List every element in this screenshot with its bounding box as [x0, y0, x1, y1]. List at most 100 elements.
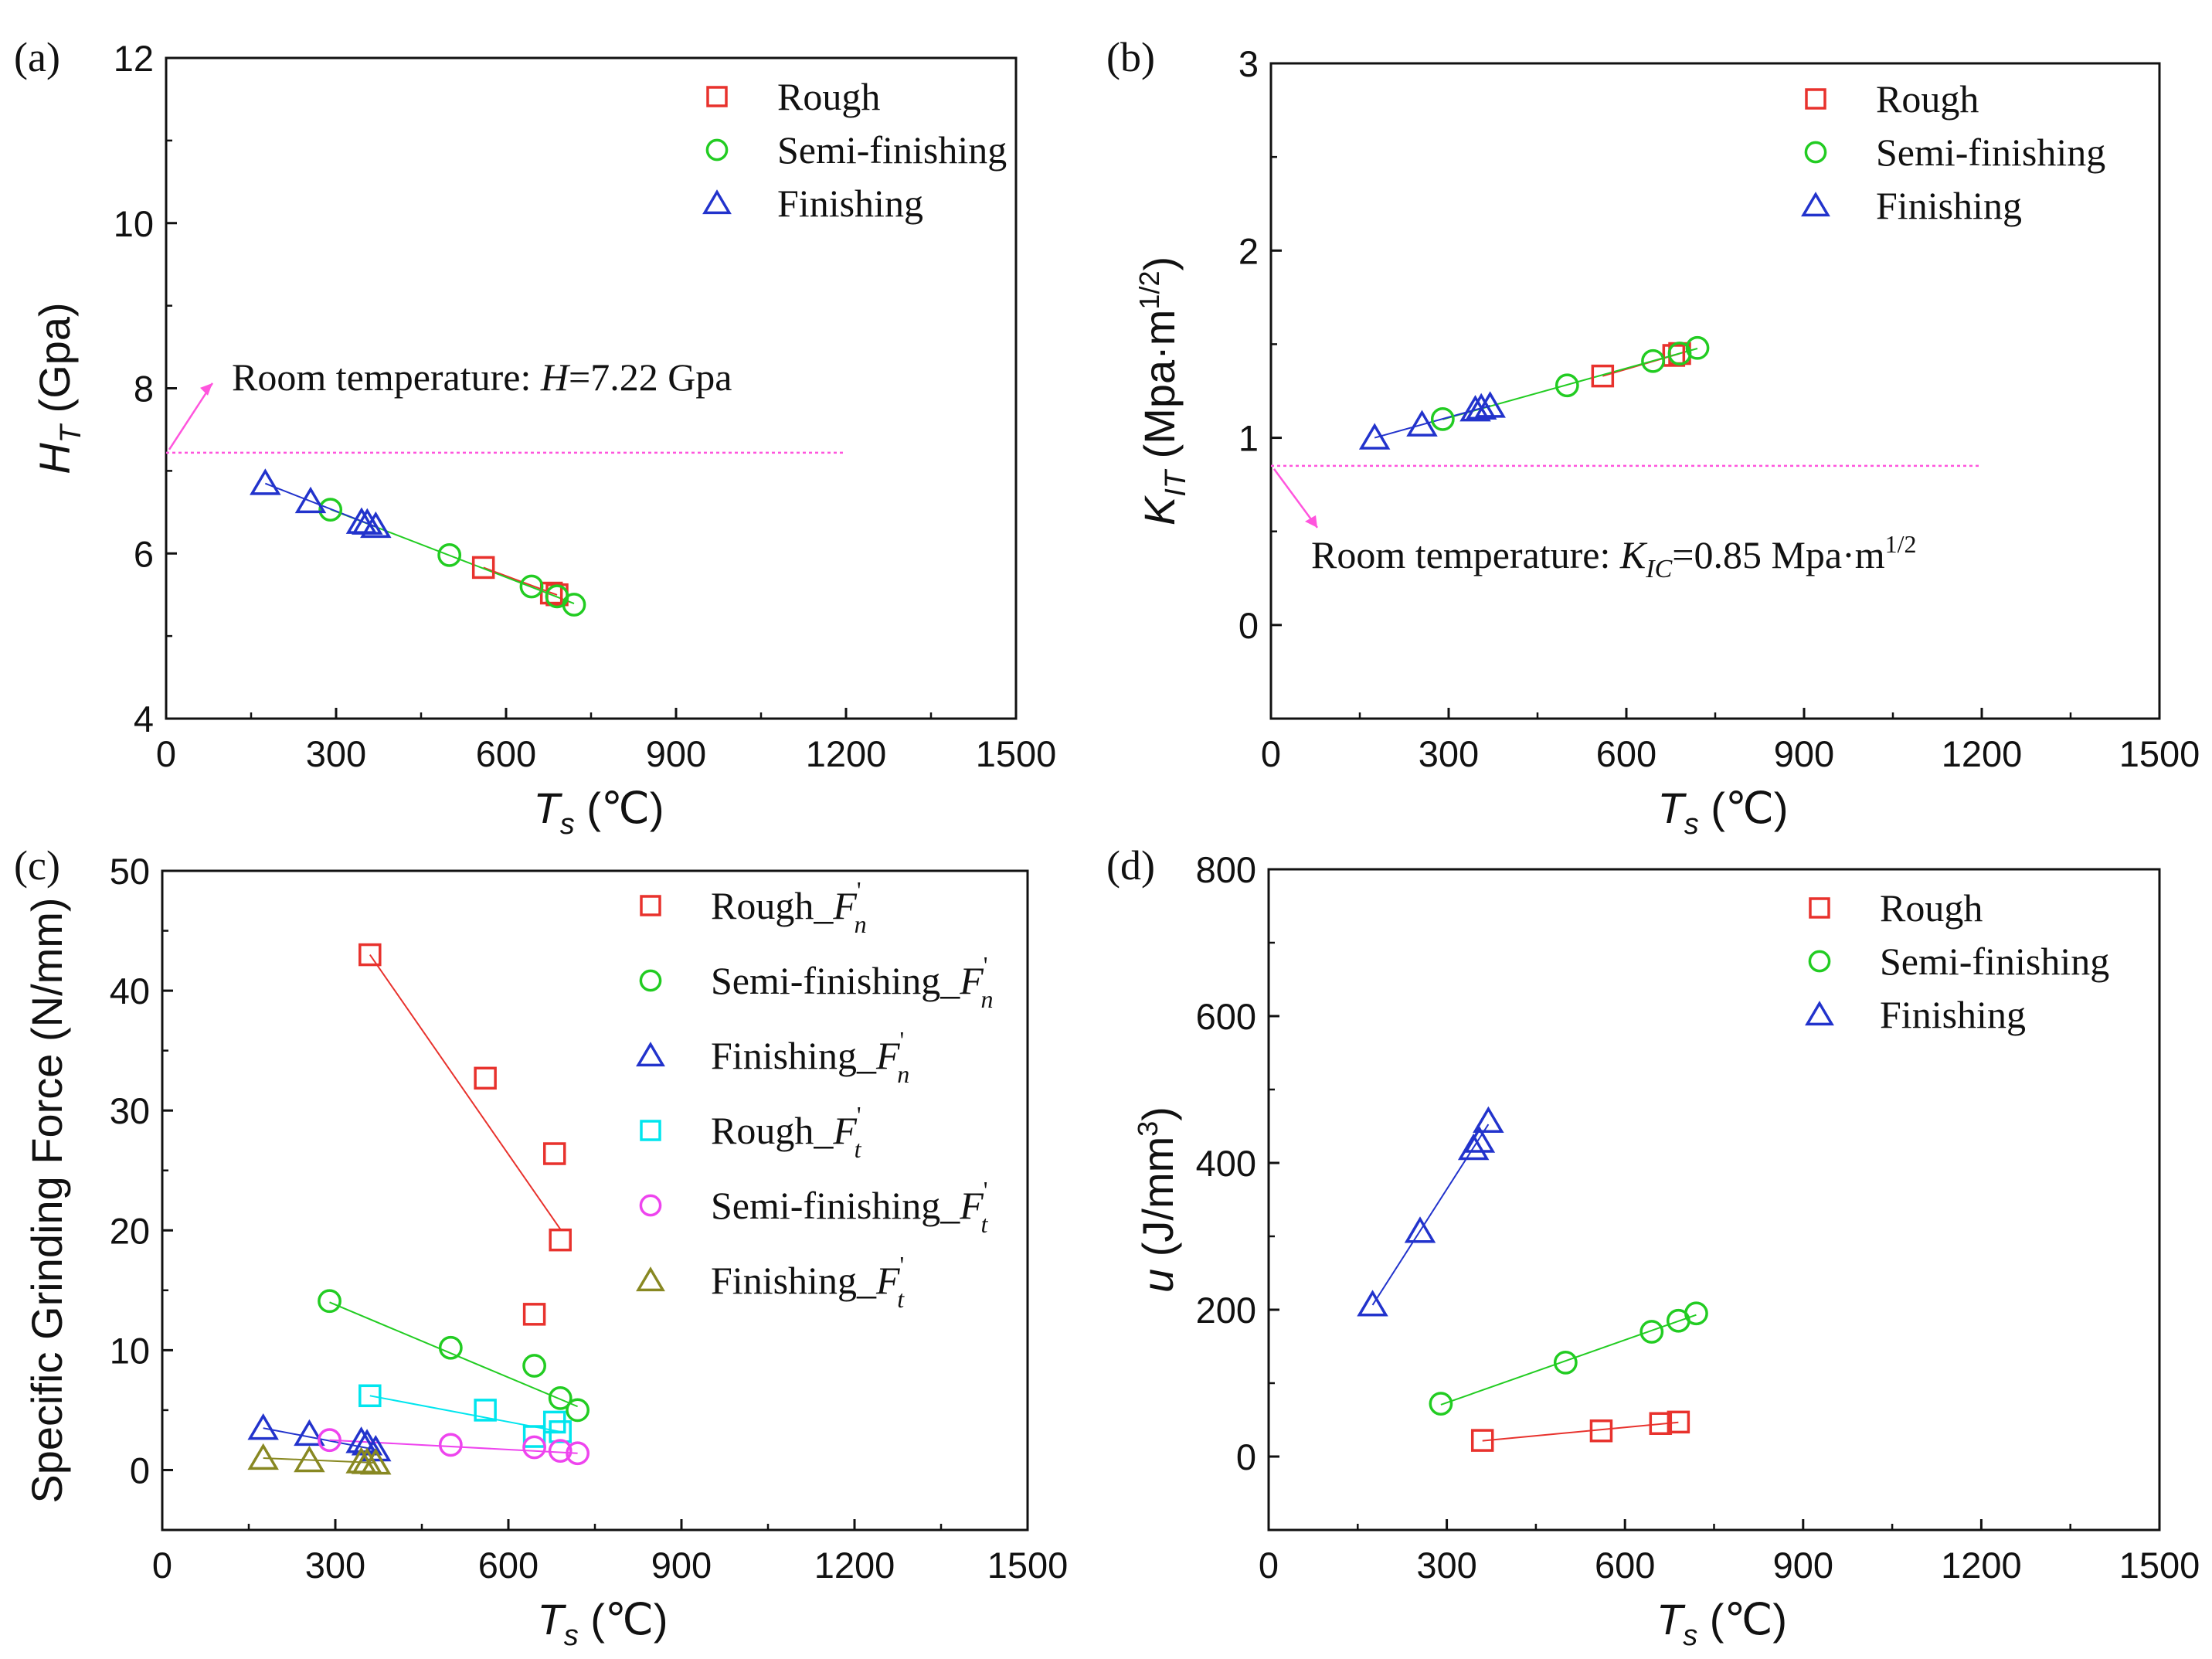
- legend-label-2: Finishing_F' n: [711, 1026, 909, 1088]
- data-point-series-1: [1667, 342, 1692, 365]
- panel-label: (a): [14, 34, 60, 80]
- data-point-series-0: [471, 556, 495, 580]
- data-point-series-1: [1639, 1320, 1664, 1344]
- data-point-series-2: [1473, 1106, 1504, 1134]
- x-axis-sub: s: [560, 808, 575, 841]
- x-tick-label: 600: [1596, 733, 1656, 774]
- x-axis-title: Ts (℃): [534, 784, 664, 841]
- reference-label-prefix: Room temperature:: [1311, 533, 1620, 576]
- fit-line-series-4: [329, 1439, 578, 1454]
- fit-line-series-5: [263, 1457, 376, 1464]
- reference-label-prefix: Room temperature:: [232, 355, 541, 399]
- data-point-series-3: [358, 1384, 382, 1408]
- legend-label-2: Finishing: [1876, 184, 2022, 227]
- legend-var: F: [875, 1259, 900, 1302]
- fit-line-series-0: [1482, 1421, 1679, 1442]
- data-point-series-0: [549, 1228, 572, 1252]
- x-tick-label: 1500: [987, 1545, 1069, 1586]
- x-axis-var: T: [1658, 784, 1687, 832]
- reference-arrowhead: [1305, 515, 1317, 528]
- legend-name: Finishing_: [711, 1034, 877, 1077]
- data-point-series-2: [1463, 1126, 1496, 1153]
- legend-sub: n: [855, 910, 867, 938]
- legend-marker-2: [702, 189, 732, 215]
- x-axis-var: T: [1656, 1595, 1686, 1644]
- legend-name: Rough_: [711, 1109, 834, 1152]
- x-tick-label: 1500: [2119, 733, 2200, 774]
- legend-sup: ': [984, 951, 988, 979]
- y-axis-unit-end: ): [1133, 1107, 1182, 1121]
- data-point-series-2: [294, 1419, 325, 1447]
- x-tick-label: 0: [152, 1545, 172, 1586]
- legend-name: Rough: [1880, 886, 1983, 930]
- legend-name: Finishing: [1880, 993, 2026, 1036]
- reference-label-sub: IC: [1645, 555, 1672, 583]
- data-point-series-4: [522, 1435, 546, 1460]
- x-axis-title: Ts (℃): [1658, 784, 1789, 841]
- data-point-series-0: [358, 943, 382, 967]
- legend-label-3: Rough_F' t: [711, 1101, 862, 1163]
- y-tick-label: 3: [1239, 43, 1259, 84]
- data-point-series-5: [360, 1448, 392, 1475]
- legend-marker-2: [1805, 1001, 1834, 1026]
- x-axis-title: Ts (℃): [1656, 1595, 1787, 1652]
- legend-var: F: [959, 1184, 984, 1227]
- legend-sub: t: [855, 1135, 862, 1163]
- legend-sup: ': [984, 1176, 988, 1204]
- legend-marker-1: [1808, 950, 1831, 973]
- panel-label: (b): [1106, 34, 1155, 80]
- data-point-series-2: [1404, 1216, 1436, 1243]
- legend-label-1: Semi-finishing_F' n: [711, 951, 994, 1013]
- legend-marker-4: [639, 1194, 662, 1217]
- legend-label-5: Finishing_F' t: [711, 1251, 905, 1313]
- data-point-series-1: [1553, 1351, 1578, 1375]
- legend-label-0: Rough: [1880, 886, 1983, 930]
- y-tick-label: 40: [110, 971, 150, 1011]
- data-point-series-1: [1429, 1392, 1453, 1416]
- y-tick-label: 12: [114, 38, 154, 79]
- data-point-series-0: [542, 1142, 566, 1165]
- data-point-series-0: [1591, 364, 1615, 388]
- legend-name: Semi-finishing: [1880, 940, 2109, 983]
- legend-label-1: Semi-finishing: [777, 128, 1007, 172]
- reference-label: Room temperature: H=7.22 Gpa: [232, 355, 732, 399]
- legend-var: F: [832, 884, 857, 927]
- data-point-series-2: [1474, 391, 1506, 418]
- y-axis-title: KIT (Mpa·m1/2): [1133, 257, 1192, 525]
- legend-marker-1: [639, 969, 662, 992]
- legend-sup: ': [900, 1251, 905, 1279]
- data-point-series-1: [548, 1386, 573, 1410]
- legend-name: Finishing_: [711, 1259, 877, 1302]
- legend-name: Semi-finishing_: [711, 959, 960, 1002]
- y-axis-unit: (J/mm: [1133, 1137, 1182, 1269]
- x-tick-label: 600: [476, 733, 536, 774]
- data-point-series-1: [566, 1398, 590, 1423]
- x-tick-label: 300: [305, 1545, 365, 1586]
- x-tick-label: 300: [306, 733, 366, 774]
- data-point-series-2: [1357, 1290, 1388, 1317]
- y-tick-label: 400: [1196, 1143, 1256, 1184]
- x-axis-sub: s: [564, 1620, 579, 1652]
- legend-name: Finishing: [777, 182, 923, 225]
- y-tick-label: 10: [114, 203, 154, 244]
- x-tick-label: 1200: [806, 733, 887, 774]
- data-point-series-3: [549, 1420, 572, 1443]
- y-tick-label: 2: [1239, 230, 1259, 271]
- reference-label-var: H: [540, 355, 571, 399]
- fit-line-series-1: [329, 1301, 578, 1408]
- data-point-series-3: [474, 1399, 497, 1422]
- x-tick-label: 900: [1774, 733, 1834, 774]
- x-axis-title: Ts (℃): [538, 1595, 668, 1652]
- data-point-series-0: [1589, 1419, 1613, 1443]
- legend-name: Semi-finishing_: [711, 1184, 960, 1227]
- legend-sup: ': [857, 876, 861, 904]
- y-axis-title: u (J/mm3): [1132, 1107, 1182, 1293]
- y-axis-title: HT (Gpa): [30, 302, 87, 474]
- legend-marker-1: [705, 138, 729, 161]
- legend-marker-0: [706, 86, 728, 107]
- reference-arrow: [168, 382, 214, 450]
- legend-marker-2: [1801, 192, 1830, 217]
- x-tick-label: 1200: [1941, 1545, 2022, 1586]
